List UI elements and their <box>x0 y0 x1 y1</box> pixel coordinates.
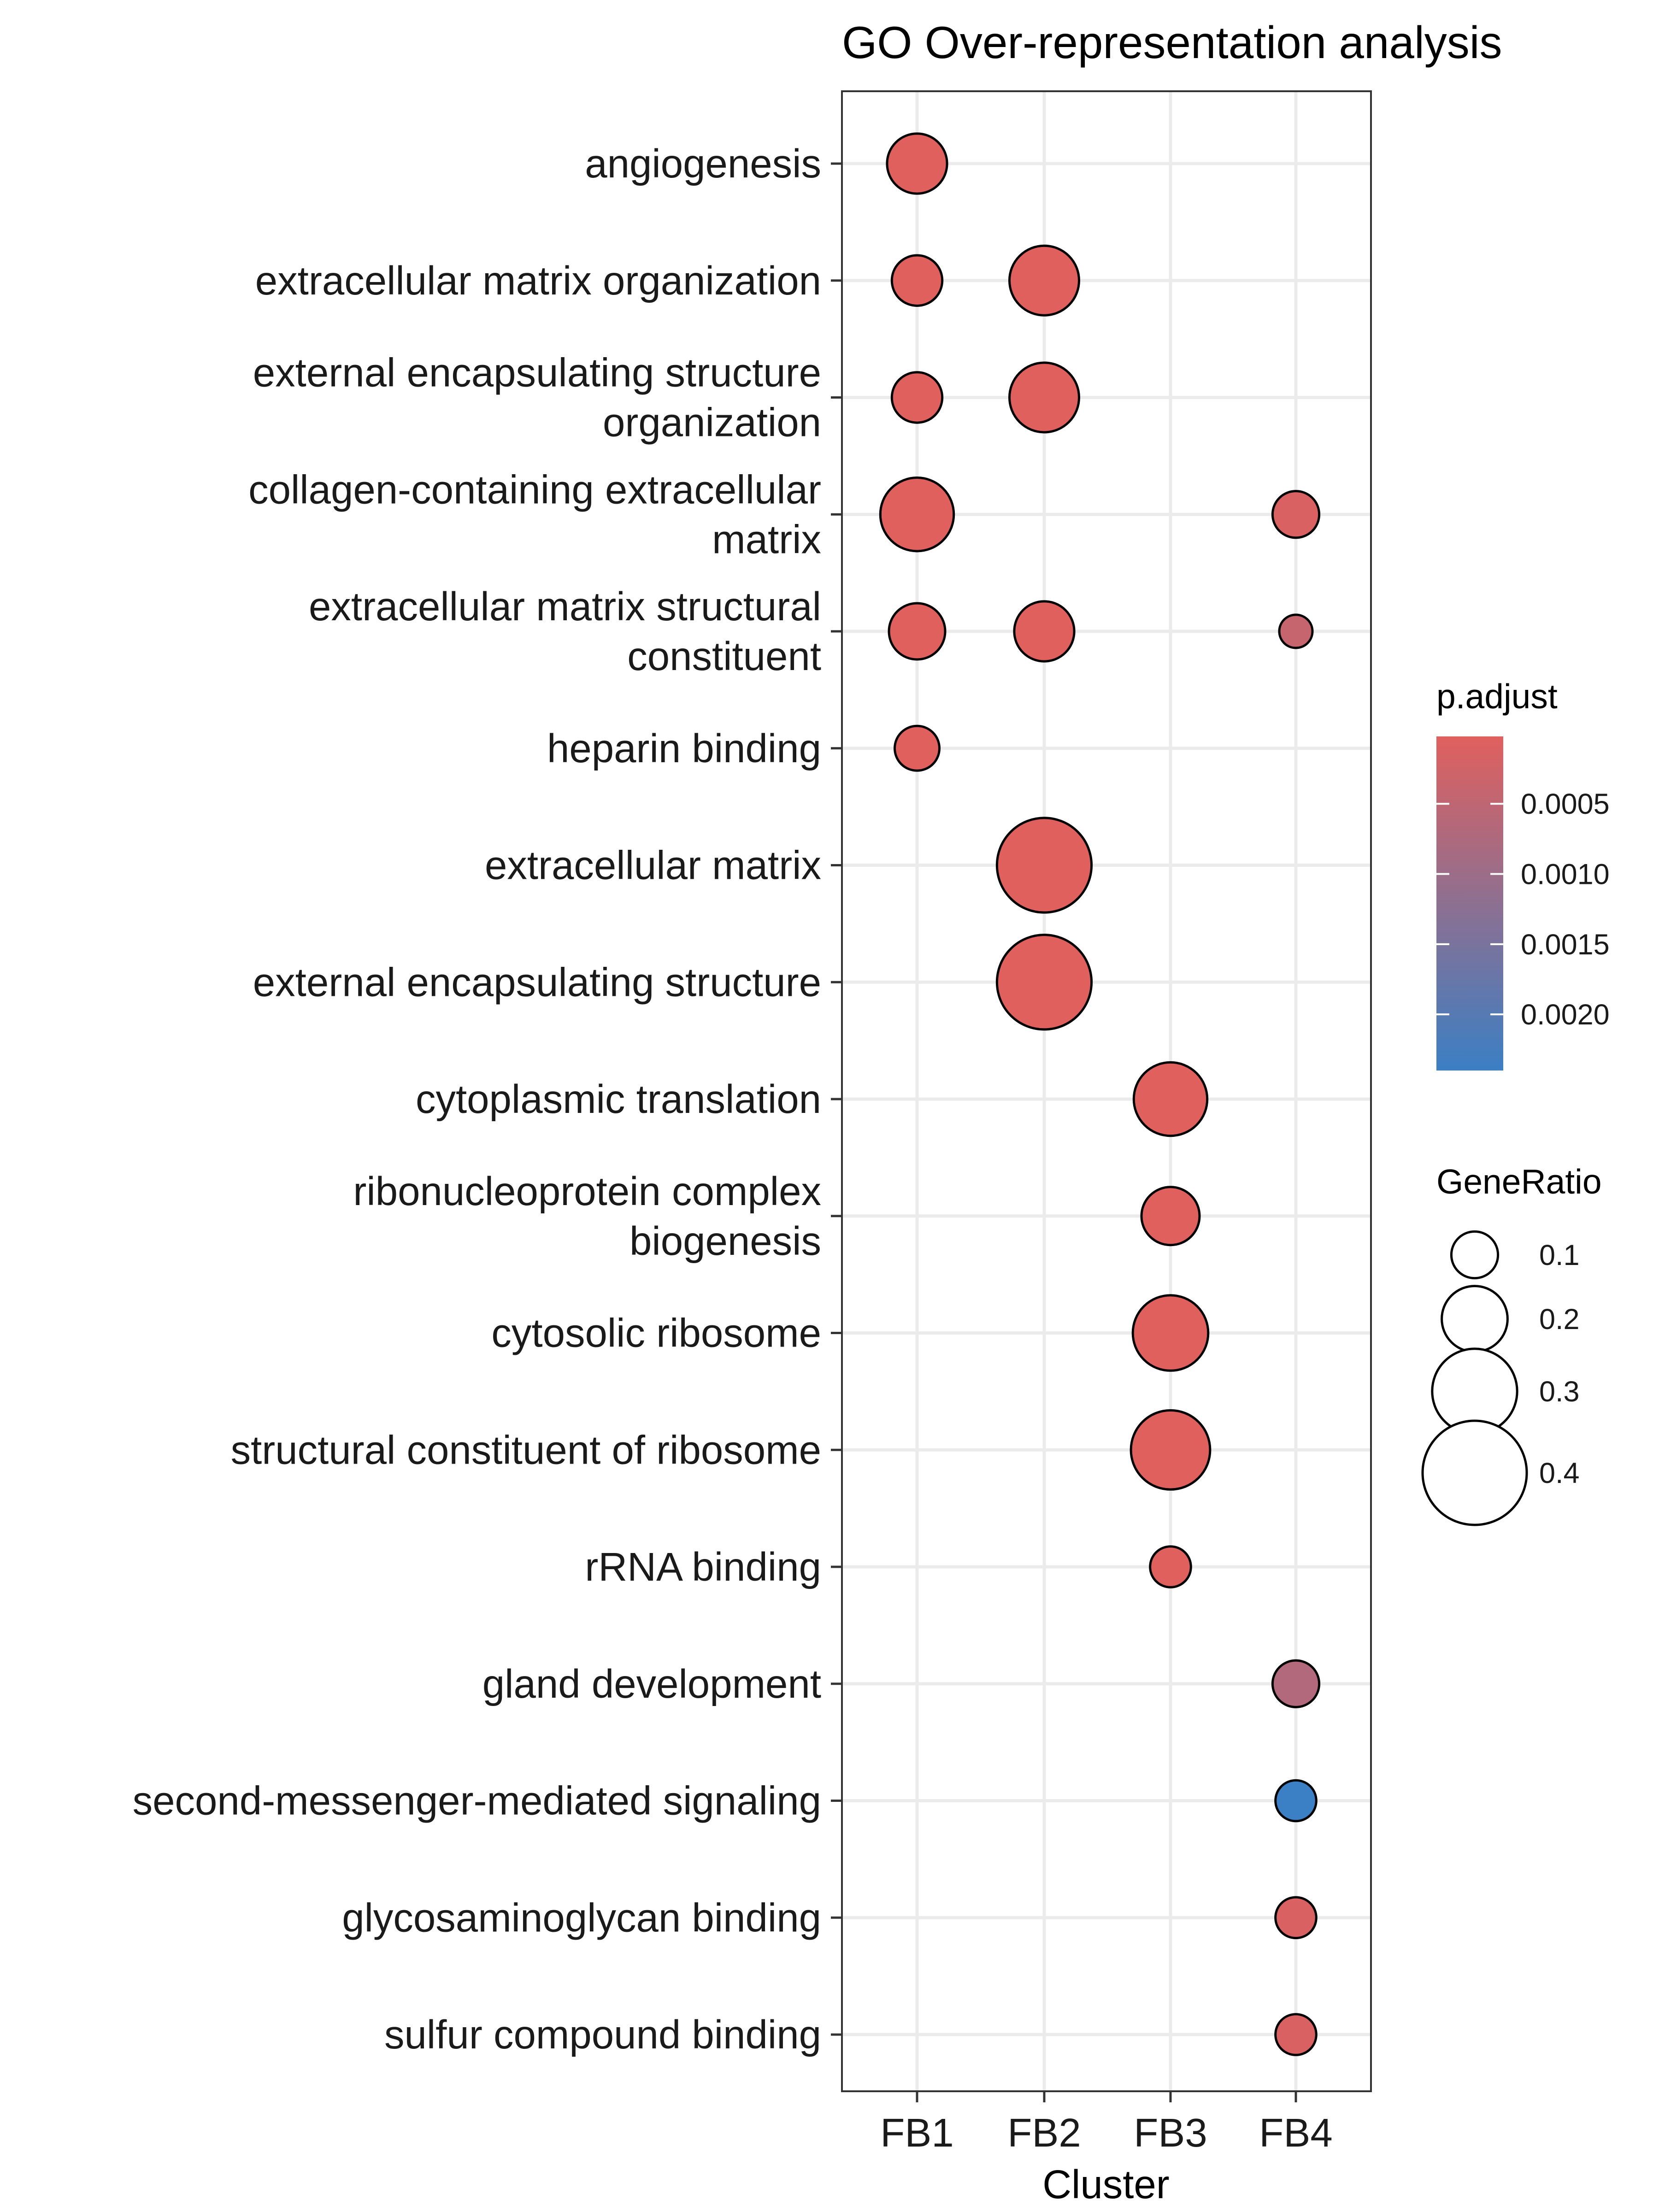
size-legend-title: GeneRatio <box>1436 1162 1602 1201</box>
y-tick-label: cytosolic ribosome <box>491 1311 821 1356</box>
y-tick-label: extracellular matrix <box>485 843 821 888</box>
y-tick-label: constituent <box>627 634 821 679</box>
size-legend-label: 0.2 <box>1539 1303 1580 1335</box>
y-tick-label: matrix <box>712 517 821 562</box>
dot-FB4-point <box>1274 1779 1318 1823</box>
dot-FB3-point <box>1149 1545 1192 1588</box>
size-legend-label: 0.4 <box>1539 1457 1580 1489</box>
size-legend-key <box>1441 1285 1509 1353</box>
dot-FB3-point <box>1132 1061 1209 1137</box>
x-axis: FB1 FB2 FB3 FB4 <box>880 2091 1333 2155</box>
dot-FB2-point <box>1008 244 1080 317</box>
color-legend-label: 0.0020 <box>1521 999 1610 1031</box>
data-points <box>879 132 1321 2056</box>
y-tick-label: organization <box>603 400 821 445</box>
y-tick-label: angiogenesis <box>585 141 821 186</box>
size-legend-label: 0.1 <box>1539 1239 1580 1271</box>
y-tick-label: external encapsulating structure <box>253 351 821 395</box>
size-legend-label: 0.3 <box>1539 1376 1580 1408</box>
size-legend: GeneRatio 0.1 0.2 0.3 0.4 <box>1421 1162 1602 1526</box>
y-tick-label: glycosaminoglycan binding <box>342 1895 821 1940</box>
panel-background <box>842 91 1371 2091</box>
size-legend-key <box>1421 1419 1528 1526</box>
dot-FB4-point <box>1278 613 1314 649</box>
dot-FB4-point <box>1271 1659 1321 1708</box>
dot-FB3-point <box>1131 1294 1210 1372</box>
y-tick-label: rRNA binding <box>585 1545 821 1589</box>
dot-FB1-point <box>890 254 944 307</box>
dot-FB1-point <box>879 477 955 553</box>
color-legend-label: 0.0005 <box>1521 788 1610 820</box>
y-axis: angiogenesis extracellular matrix organiz… <box>133 141 842 2057</box>
color-legend-label: 0.0015 <box>1521 929 1610 961</box>
x-tick-label-FB4: FB4 <box>1259 2111 1333 2155</box>
y-tick-label: heparin binding <box>547 726 821 771</box>
y-tick-label: second-messenger-mediated signaling <box>133 1779 821 1824</box>
color-legend-bar <box>1436 736 1503 1071</box>
y-tick-label: sulfur compound binding <box>384 2012 821 2057</box>
dot-FB1-point <box>890 371 944 424</box>
y-tick-label: extracellular matrix organization <box>255 259 821 303</box>
y-tick-label: biogenesis <box>629 1219 821 1264</box>
color-legend-label: 0.0010 <box>1521 859 1610 891</box>
dot-FB2-point <box>995 817 1093 914</box>
y-tick-label: ribonucleoprotein complex <box>353 1169 821 1214</box>
color-legend: p.adjust 0.0005 0.0010 0.0015 0.0020 <box>1436 677 1610 1071</box>
x-tick-label-FB2: FB2 <box>1007 2111 1081 2155</box>
y-tick-label: structural constituent of ribosome <box>231 1428 821 1472</box>
y-tick-label: external encapsulating structure <box>253 960 821 1005</box>
color-legend-title: p.adjust <box>1436 677 1558 716</box>
dot-FB4-point <box>1274 2013 1318 2056</box>
y-tick-label: cytoplasmic translation <box>416 1077 821 1122</box>
panel-border <box>841 90 1372 2092</box>
x-tick-label-FB3: FB3 <box>1134 2111 1207 2155</box>
y-tick-label: collagen-containing extracellular <box>248 467 821 512</box>
dot-FB2-point <box>1008 361 1080 434</box>
dot-FB3-point <box>1130 1409 1212 1491</box>
dot-FB3-point <box>1140 1186 1201 1247</box>
chart-title: GO Over-representation analysis <box>842 17 1502 68</box>
dot-FB2-point <box>1013 600 1076 663</box>
dot-FB4-point <box>1274 1896 1318 1940</box>
x-axis-title: Cluster <box>1042 2162 1170 2207</box>
y-tick-label: gland development <box>482 1662 821 1706</box>
dot-FB2-point <box>995 934 1093 1031</box>
dot-FB1-point <box>886 132 948 195</box>
dot-FB4-point <box>1271 490 1321 539</box>
y-tick-label: extracellular matrix structural <box>309 584 821 629</box>
x-tick-label-FB1: FB1 <box>880 2111 954 2155</box>
dot-FB1-point <box>888 602 947 661</box>
dot-FB1-point <box>894 724 941 772</box>
size-legend-key <box>1450 1230 1500 1280</box>
